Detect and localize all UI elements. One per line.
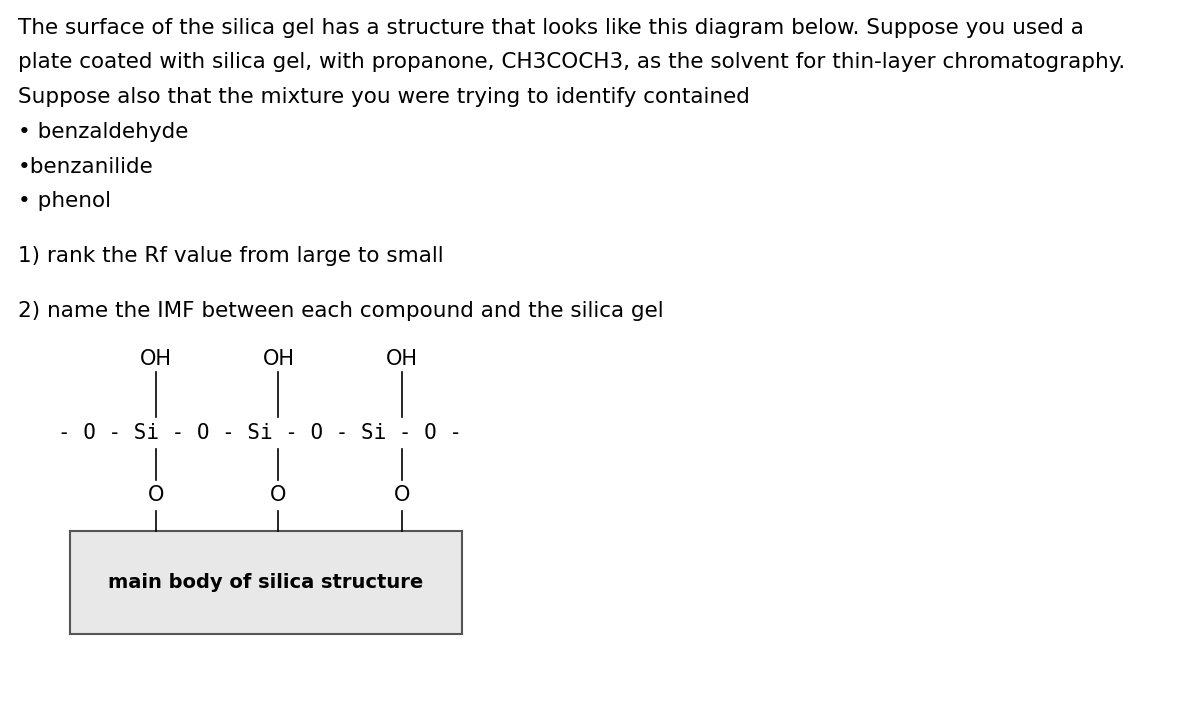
Text: OH: OH xyxy=(386,349,418,369)
Text: OH: OH xyxy=(140,349,172,369)
Text: plate coated with silica gel, with propanone, CH3COCH3, as the solvent for thin-: plate coated with silica gel, with propa… xyxy=(18,52,1126,72)
Text: main body of silica structure: main body of silica structure xyxy=(108,573,424,592)
Text: The surface of the silica gel has a structure that looks like this diagram below: The surface of the silica gel has a stru… xyxy=(18,18,1084,38)
Text: O: O xyxy=(394,485,410,505)
Text: OH: OH xyxy=(263,349,294,369)
Text: - O - Si - O - Si - O - Si - O -: - O - Si - O - Si - O - Si - O - xyxy=(58,423,462,443)
Text: Suppose also that the mixture you were trying to identify contained: Suppose also that the mixture you were t… xyxy=(18,87,750,107)
Text: •benzanilide: •benzanilide xyxy=(18,157,154,177)
Text: • benzaldehyde: • benzaldehyde xyxy=(18,122,188,142)
Text: O: O xyxy=(148,485,164,505)
Text: O: O xyxy=(270,485,287,505)
Text: 1) rank the Rf value from large to small: 1) rank the Rf value from large to small xyxy=(18,246,444,266)
Text: 2) name the IMF between each compound and the silica gel: 2) name the IMF between each compound an… xyxy=(18,301,664,321)
Text: • phenol: • phenol xyxy=(18,191,112,211)
